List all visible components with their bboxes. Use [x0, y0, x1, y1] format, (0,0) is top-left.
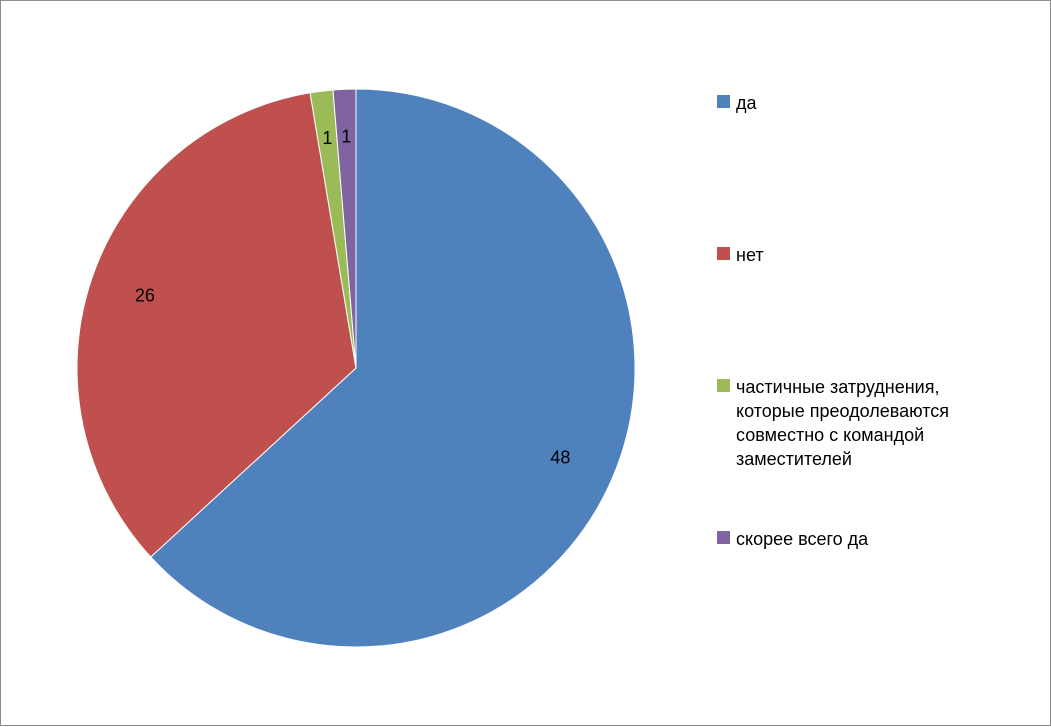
legend: да нет частичные затруднения, которые пр… [717, 1, 1047, 727]
legend-swatch-1 [717, 247, 730, 260]
data-label-1: 26 [135, 286, 155, 306]
legend-item-1: нет [717, 243, 1036, 267]
data-label-0: 48 [550, 448, 570, 468]
legend-item-2: частичные затруднения, которые преодолев… [717, 375, 1036, 471]
data-label-2: 1 [322, 128, 332, 148]
data-label-3: 1 [341, 127, 351, 147]
legend-label-1: нет [736, 245, 764, 265]
legend-swatch-2 [717, 379, 730, 392]
pie-slice-1 [76, 92, 357, 558]
legend-label-3: скорее всего да [736, 529, 869, 549]
legend-swatch-3 [717, 531, 730, 544]
pie-slice-0 [150, 88, 636, 648]
legend-item-0: да [717, 91, 1036, 115]
pie-slice-3 [332, 88, 357, 369]
legend-label-0: да [736, 93, 757, 113]
legend-swatch-0 [717, 95, 730, 108]
pie-slices [76, 88, 636, 648]
legend-item-3: скорее всего да [717, 527, 1036, 551]
pie-data-labels: 48 26 1 1 [135, 127, 571, 468]
legend-label-2: частичные затруднения, которые преодолев… [736, 377, 949, 469]
